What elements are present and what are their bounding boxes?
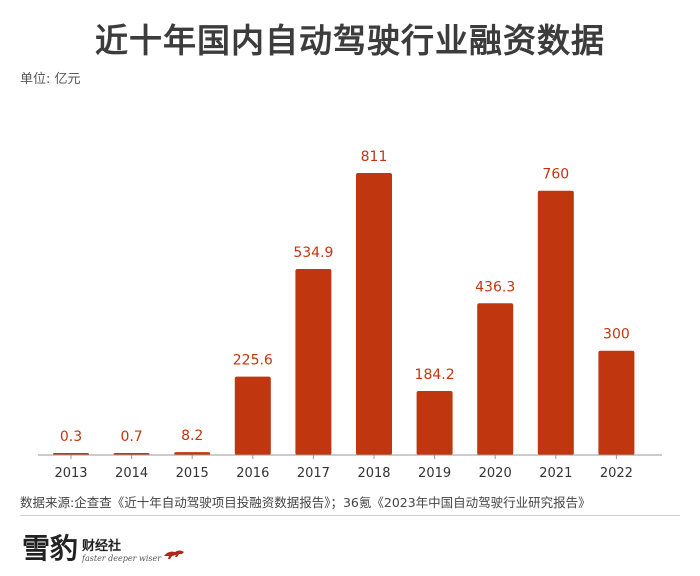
value-label-2016: 225.6	[233, 353, 273, 369]
bar-2021	[537, 190, 574, 455]
bar-2017	[295, 269, 332, 455]
x-tick-label-2014: 2014	[115, 466, 148, 481]
bar-2020	[477, 303, 514, 455]
data-source-note: 数据来源:企查查《近十年自动驾驶项目投融资数据报告》；36氪《2023年中国自动…	[20, 495, 591, 510]
x-tick-label-2018: 2018	[357, 466, 390, 481]
bar-2016	[234, 376, 271, 455]
x-tick-label-2016: 2016	[236, 466, 269, 481]
value-label-2013: 0.3	[60, 429, 82, 445]
publisher-logo: 雪豹 财经社 faster deeper wiser	[22, 524, 185, 564]
value-label-2018: 811	[361, 149, 388, 165]
logo-name: 财经社	[82, 539, 122, 554]
x-tick-label-2020: 2020	[479, 466, 512, 481]
bar-2018	[356, 173, 392, 455]
logo-slogan: faster deeper wiser	[82, 554, 162, 563]
value-label-2022: 300	[603, 327, 630, 343]
footer-divider	[20, 515, 680, 516]
bar-chart: 0.3 2013 0.7 2014 8.2 2015 225.6 2016 534.9 2017 8…	[38, 149, 662, 481]
value-label-2021: 760	[542, 167, 569, 183]
value-label-2014: 0.7	[120, 429, 142, 445]
value-label-2017: 534.9	[293, 245, 333, 261]
x-tick-label-2017: 2017	[297, 466, 330, 481]
x-tick-label-2021: 2021	[539, 466, 572, 481]
x-tick-label-2015: 2015	[176, 466, 209, 481]
x-tick-label-2019: 2019	[418, 466, 451, 481]
bar-2019	[416, 391, 453, 455]
bar-2022	[598, 350, 635, 455]
leopard-icon	[164, 550, 185, 559]
logo-text: 财经社 faster deeper wiser	[82, 539, 161, 564]
value-label-2015: 8.2	[181, 428, 203, 444]
bar-2015	[174, 452, 211, 455]
value-label-2020: 436.3	[475, 279, 515, 295]
x-tick-label-2022: 2022	[600, 466, 633, 481]
value-label-2019: 184.2	[415, 367, 455, 383]
unit-label: 单位: 亿元	[20, 72, 81, 87]
chart-title: 近十年国内自动驾驶行业融资数据	[95, 21, 605, 60]
logo-mark: 雪豹	[22, 532, 79, 565]
x-tick-label-2013: 2013	[54, 466, 87, 481]
